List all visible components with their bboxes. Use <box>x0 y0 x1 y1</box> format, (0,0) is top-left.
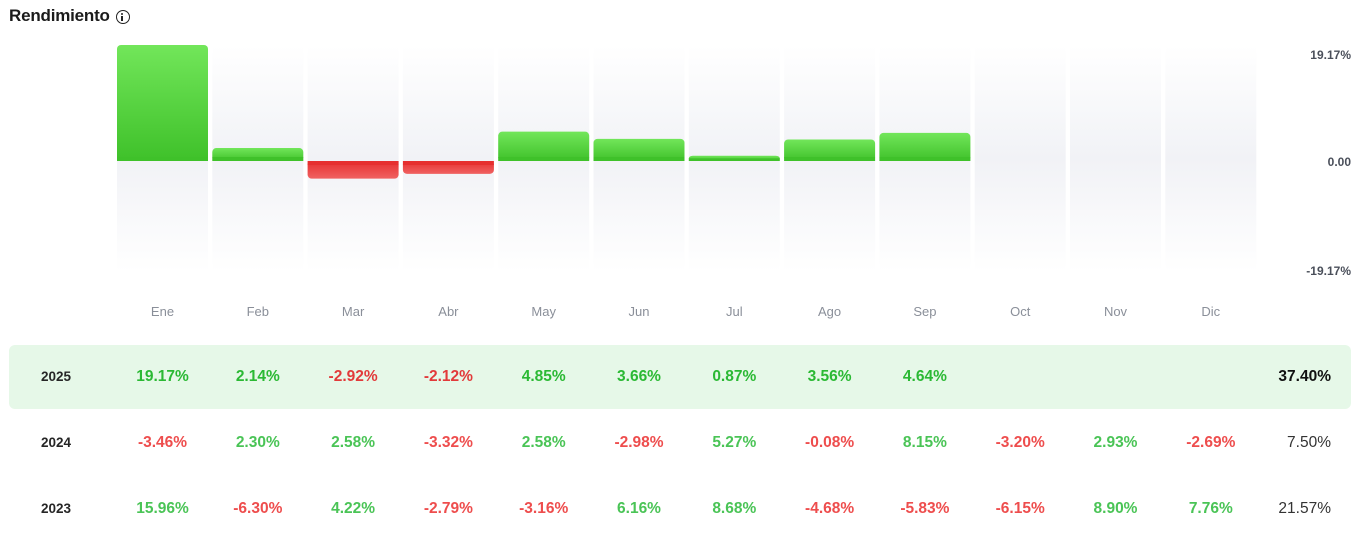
month-return-cell: 19.17% <box>136 368 189 385</box>
month-return-cell: 3.56% <box>807 368 852 385</box>
bar-may[interactable] <box>498 131 590 161</box>
month-return-cell: 3.66% <box>617 368 661 385</box>
month-label: Mar <box>342 304 365 319</box>
month-label: Sep <box>913 304 936 319</box>
column-background <box>1070 45 1161 272</box>
month-return-cell: 4.85% <box>521 368 566 385</box>
month-return-cell: 7.76% <box>1188 500 1233 517</box>
bar-base-ago <box>784 157 876 161</box>
month-return-cell: -2.69% <box>1186 434 1236 451</box>
month-return-cell: 4.22% <box>331 500 376 517</box>
year-label: 2023 <box>41 501 72 516</box>
column-background <box>1165 45 1257 272</box>
month-label: Jun <box>629 304 650 319</box>
month-label: Nov <box>1104 304 1128 319</box>
month-return-cell: -4.68% <box>805 500 855 517</box>
bar-jun[interactable] <box>593 138 685 161</box>
month-return-cell: 2.30% <box>235 434 280 451</box>
month-return-cell: -3.16% <box>519 500 569 517</box>
column-background <box>307 45 399 272</box>
column-background <box>402 45 494 272</box>
year-total: 21.57% <box>1278 500 1331 517</box>
bar-base-may <box>498 157 590 161</box>
year-total: 37.40% <box>1278 368 1331 385</box>
month-return-cell: -3.46% <box>137 434 188 451</box>
month-return-cell: -2.79% <box>423 500 473 517</box>
info-icon[interactable] <box>115 9 130 24</box>
month-return-cell: 0.87% <box>712 368 757 385</box>
bar-sep[interactable] <box>879 132 971 161</box>
month-return-cell: 5.27% <box>712 434 757 451</box>
bar-ene[interactable] <box>117 45 208 161</box>
bar-base-abr <box>402 161 494 165</box>
month-label: Abr <box>438 304 459 319</box>
table-row[interactable]: 2023 15.96% -6.30% 4.22% -2.79% -3.16% 6.16% 8.… <box>9 477 1351 541</box>
y-tick-label: 19.17% <box>1310 48 1351 62</box>
y-tick-label: -19.17% <box>1306 264 1351 278</box>
month-return-cell: -2.98% <box>614 434 664 451</box>
bar-base-feb <box>212 157 304 161</box>
month-return-cell: 2.58% <box>331 434 376 451</box>
bar-base-jun <box>593 157 685 161</box>
month-return-cell: 2.14% <box>235 368 280 385</box>
monthly-returns-chart: 19.17% 0.00 -19.17% Ene Feb Mar Abr May Jun Jul A… <box>117 45 1352 319</box>
page-title: Rendimiento <box>9 6 110 25</box>
month-return-cell: -2.12% <box>423 368 473 385</box>
month-return-cell: 6.16% <box>617 500 661 517</box>
bar-mar[interactable] <box>307 161 399 179</box>
month-return-cell: 8.68% <box>712 500 757 517</box>
month-return-cell: -6.15% <box>995 500 1045 517</box>
bar-base-mar <box>307 161 399 165</box>
bar-base-ene <box>117 157 208 161</box>
table-row[interactable]: 2024 -3.46% 2.30% 2.58% -3.32% 2.58% -2.98% 5.2… <box>9 411 1351 475</box>
month-label: Oct <box>1010 304 1031 319</box>
month-return-cell: 2.93% <box>1093 434 1138 451</box>
month-return-cell: 2.58% <box>521 434 566 451</box>
month-return-cell <box>1166 345 1256 409</box>
month-return-cell: -5.83% <box>900 500 950 517</box>
month-label: Ene <box>151 304 174 319</box>
month-return-cell: -3.20% <box>995 434 1045 451</box>
month-return-cell: 8.15% <box>902 434 947 451</box>
y-tick-label: 0.00 <box>1328 155 1352 169</box>
month-return-cell <box>975 345 1065 409</box>
month-label: Jul <box>726 304 743 319</box>
month-label: Dic <box>1201 304 1220 319</box>
month-label: May <box>531 304 556 319</box>
year-label: 2024 <box>41 435 72 450</box>
month-return-cell: -6.30% <box>233 500 283 517</box>
month-return-cell: 8.90% <box>1093 500 1138 517</box>
bar-ago[interactable] <box>784 139 876 161</box>
month-return-cell: -3.32% <box>423 434 473 451</box>
month-return-cell: 4.64% <box>902 368 947 385</box>
month-return-cell: 15.96% <box>136 500 189 517</box>
month-return-cell: -2.92% <box>328 368 378 385</box>
bar-base-sep <box>879 157 971 161</box>
table-row[interactable]: 2025 19.17% 2.14% -2.92% -2.12% 4.85% 3.66% 0.8… <box>9 345 1351 409</box>
month-return-cell <box>1071 345 1161 409</box>
column-background <box>974 45 1066 272</box>
section-header: Rendimiento <box>9 5 130 27</box>
year-label: 2025 <box>41 369 72 384</box>
month-label: Ago <box>818 304 841 319</box>
month-label: Feb <box>247 304 269 319</box>
bar-base-jul <box>688 158 780 161</box>
year-total: 7.50% <box>1287 434 1331 451</box>
month-return-cell: -0.08% <box>805 434 855 451</box>
returns-table: 2025 19.17% 2.14% -2.92% -2.12% 4.85% 3.66% 0.8… <box>9 345 1351 543</box>
